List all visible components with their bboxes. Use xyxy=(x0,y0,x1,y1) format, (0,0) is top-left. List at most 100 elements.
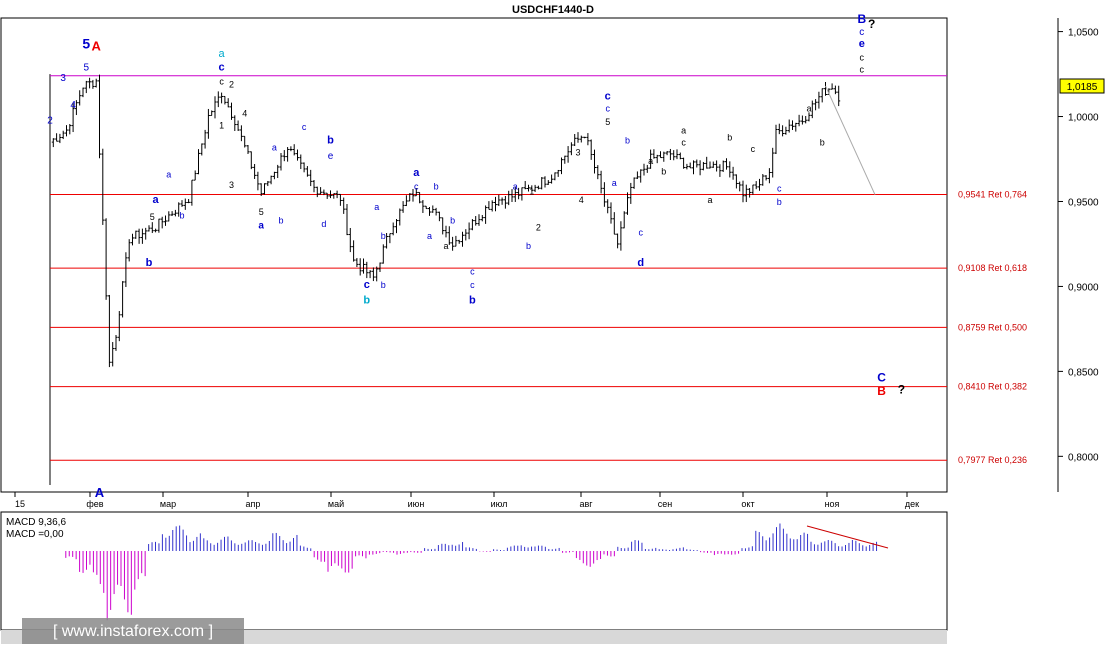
wave-label-41: a xyxy=(513,182,518,192)
month-tick-label-1: фев xyxy=(86,499,103,509)
month-tick-label-4: май xyxy=(328,499,344,509)
wave-label-35: a xyxy=(427,231,432,241)
wave-label-21: a xyxy=(272,143,277,153)
wave-label-72: B xyxy=(877,384,886,398)
wave-label-63: a xyxy=(806,103,811,113)
fib-label-2: 0,8759 Ret 0,500 xyxy=(958,322,1027,332)
wave-label-5: A xyxy=(92,38,102,53)
wave-label-49: 5 xyxy=(605,117,610,127)
wave-label-68: e xyxy=(859,38,865,50)
wave-label-51: a xyxy=(612,178,617,188)
month-tick-label-2: мар xyxy=(160,499,176,509)
wave-label-11: b xyxy=(179,210,184,220)
wave-label-69: c xyxy=(860,52,865,62)
wave-label-10: a xyxy=(166,170,171,180)
wave-label-42: 1 xyxy=(529,187,534,197)
wave-label-58: a xyxy=(707,195,712,205)
month-tick-label-3: апр xyxy=(246,499,261,509)
wave-label-36: a xyxy=(443,241,448,251)
wave-label-4: 5 xyxy=(82,36,90,52)
wave-label-34: b xyxy=(434,182,439,192)
wave-label-31: b xyxy=(381,280,386,290)
wave-label-2: 4 xyxy=(70,100,76,111)
wave-label-56: a xyxy=(681,126,686,136)
month-tick-label-10: ноя xyxy=(825,499,840,509)
wave-label-66: ? xyxy=(868,17,875,31)
fib-label-0: 0,9541 Ret 0,764 xyxy=(958,190,1027,200)
wave-label-60: c xyxy=(751,144,756,154)
fib-levels: 0,9541 Ret 0,764 0,9108 Ret 0,618 0,8759 R… xyxy=(50,190,1027,465)
wave-label-39: c xyxy=(470,280,475,290)
wave-label-55: b xyxy=(661,166,666,176)
wave-label-18: 3 xyxy=(229,180,234,190)
wave-label-13: c xyxy=(219,62,225,74)
macd-trendline xyxy=(806,525,889,549)
wave-label-6: a xyxy=(153,194,160,206)
month-tick-label-11: дек xyxy=(905,499,919,509)
wave-label-14: c xyxy=(219,76,224,86)
fib-label-1: 0,9108 Ret 0,618 xyxy=(958,263,1027,273)
current-price-badge xyxy=(1059,78,1105,94)
macd-histogram xyxy=(65,523,878,621)
watermark-text: [ www.instaforex.com ] xyxy=(53,623,213,640)
wave-label-9: A xyxy=(95,485,105,500)
wave-label-24: b xyxy=(327,135,334,147)
wave-label-64: b xyxy=(820,137,825,147)
wave-label-71: C xyxy=(877,371,886,385)
wave-label-23: c xyxy=(302,122,307,132)
macd-title: MACD 9,36,6 xyxy=(6,517,66,528)
wave-label-29: c xyxy=(364,279,370,291)
wave-label-17: 4 xyxy=(242,109,247,119)
wave-label-15: 2 xyxy=(229,80,234,90)
wave-label-38: c xyxy=(470,267,475,277)
wave-label-52: c xyxy=(638,227,643,237)
wave-label-47: c xyxy=(605,91,611,103)
wave-label-44: b xyxy=(526,241,531,251)
wave-label-45: 3 xyxy=(575,148,580,158)
wave-label-27: a xyxy=(374,202,379,212)
wave-label-67: c xyxy=(859,27,864,38)
price-tick-label-5: 0,8000 xyxy=(1068,452,1099,463)
wave-label-54: a xyxy=(648,156,653,166)
month-tick-label-8: сен xyxy=(658,499,673,509)
wave-label-40: b xyxy=(469,294,476,306)
wave-label-30: b xyxy=(363,294,370,306)
price-axis-labels: 1,0500 1,0000 0,9500 0,9000 0,8500 0,8000 xyxy=(1058,28,1099,463)
month-tick-label-5: июн xyxy=(408,499,425,509)
price-bars xyxy=(51,74,841,368)
wave-label-28: b xyxy=(381,231,386,241)
wave-label-62: b xyxy=(777,197,782,207)
month-tick-label-6: июл xyxy=(491,499,508,509)
wave-label-3: 5 xyxy=(84,63,90,74)
fib-label-4: 0,7977 Ret 0,236 xyxy=(958,455,1027,465)
wave-label-37: b xyxy=(450,216,455,226)
wave-label-50: b xyxy=(625,136,630,146)
wave-label-70: c xyxy=(860,64,865,74)
price-panel xyxy=(0,17,948,493)
wave-label-32: a xyxy=(413,167,420,179)
current-price-label: 1,0185 xyxy=(1067,82,1098,93)
wave-label-26: d xyxy=(321,219,326,229)
month-tick-label-9: окт xyxy=(741,499,754,509)
wave-label-22: b xyxy=(278,216,283,226)
wave-label-1: 3 xyxy=(60,73,66,84)
month-tick-label-0: 15 xyxy=(15,499,25,509)
wave-label-61: c xyxy=(777,183,782,193)
forecast-line xyxy=(825,85,876,195)
price-tick-label-4: 0,8500 xyxy=(1068,367,1099,378)
fib-label-3: 0,8410 Ret 0,382 xyxy=(958,382,1027,392)
price-tick-label-1: 1,0000 xyxy=(1068,113,1099,124)
wave-label-0: 2 xyxy=(47,115,53,126)
wave-label-73: ? xyxy=(898,382,905,396)
wave-label-16: 1 xyxy=(219,120,224,130)
wave-label-59: b xyxy=(727,132,732,142)
wave-label-46: 4 xyxy=(579,195,584,205)
wave-label-19: 5 xyxy=(259,207,264,217)
macd-panel xyxy=(0,511,948,631)
watermark-box xyxy=(22,618,244,644)
wave-label-48: c xyxy=(605,103,610,113)
month-axis: 15 фев мар апр май июн июл авг сен окт ноя дек xyxy=(14,492,919,509)
wave-label-7: 5 xyxy=(150,212,155,222)
